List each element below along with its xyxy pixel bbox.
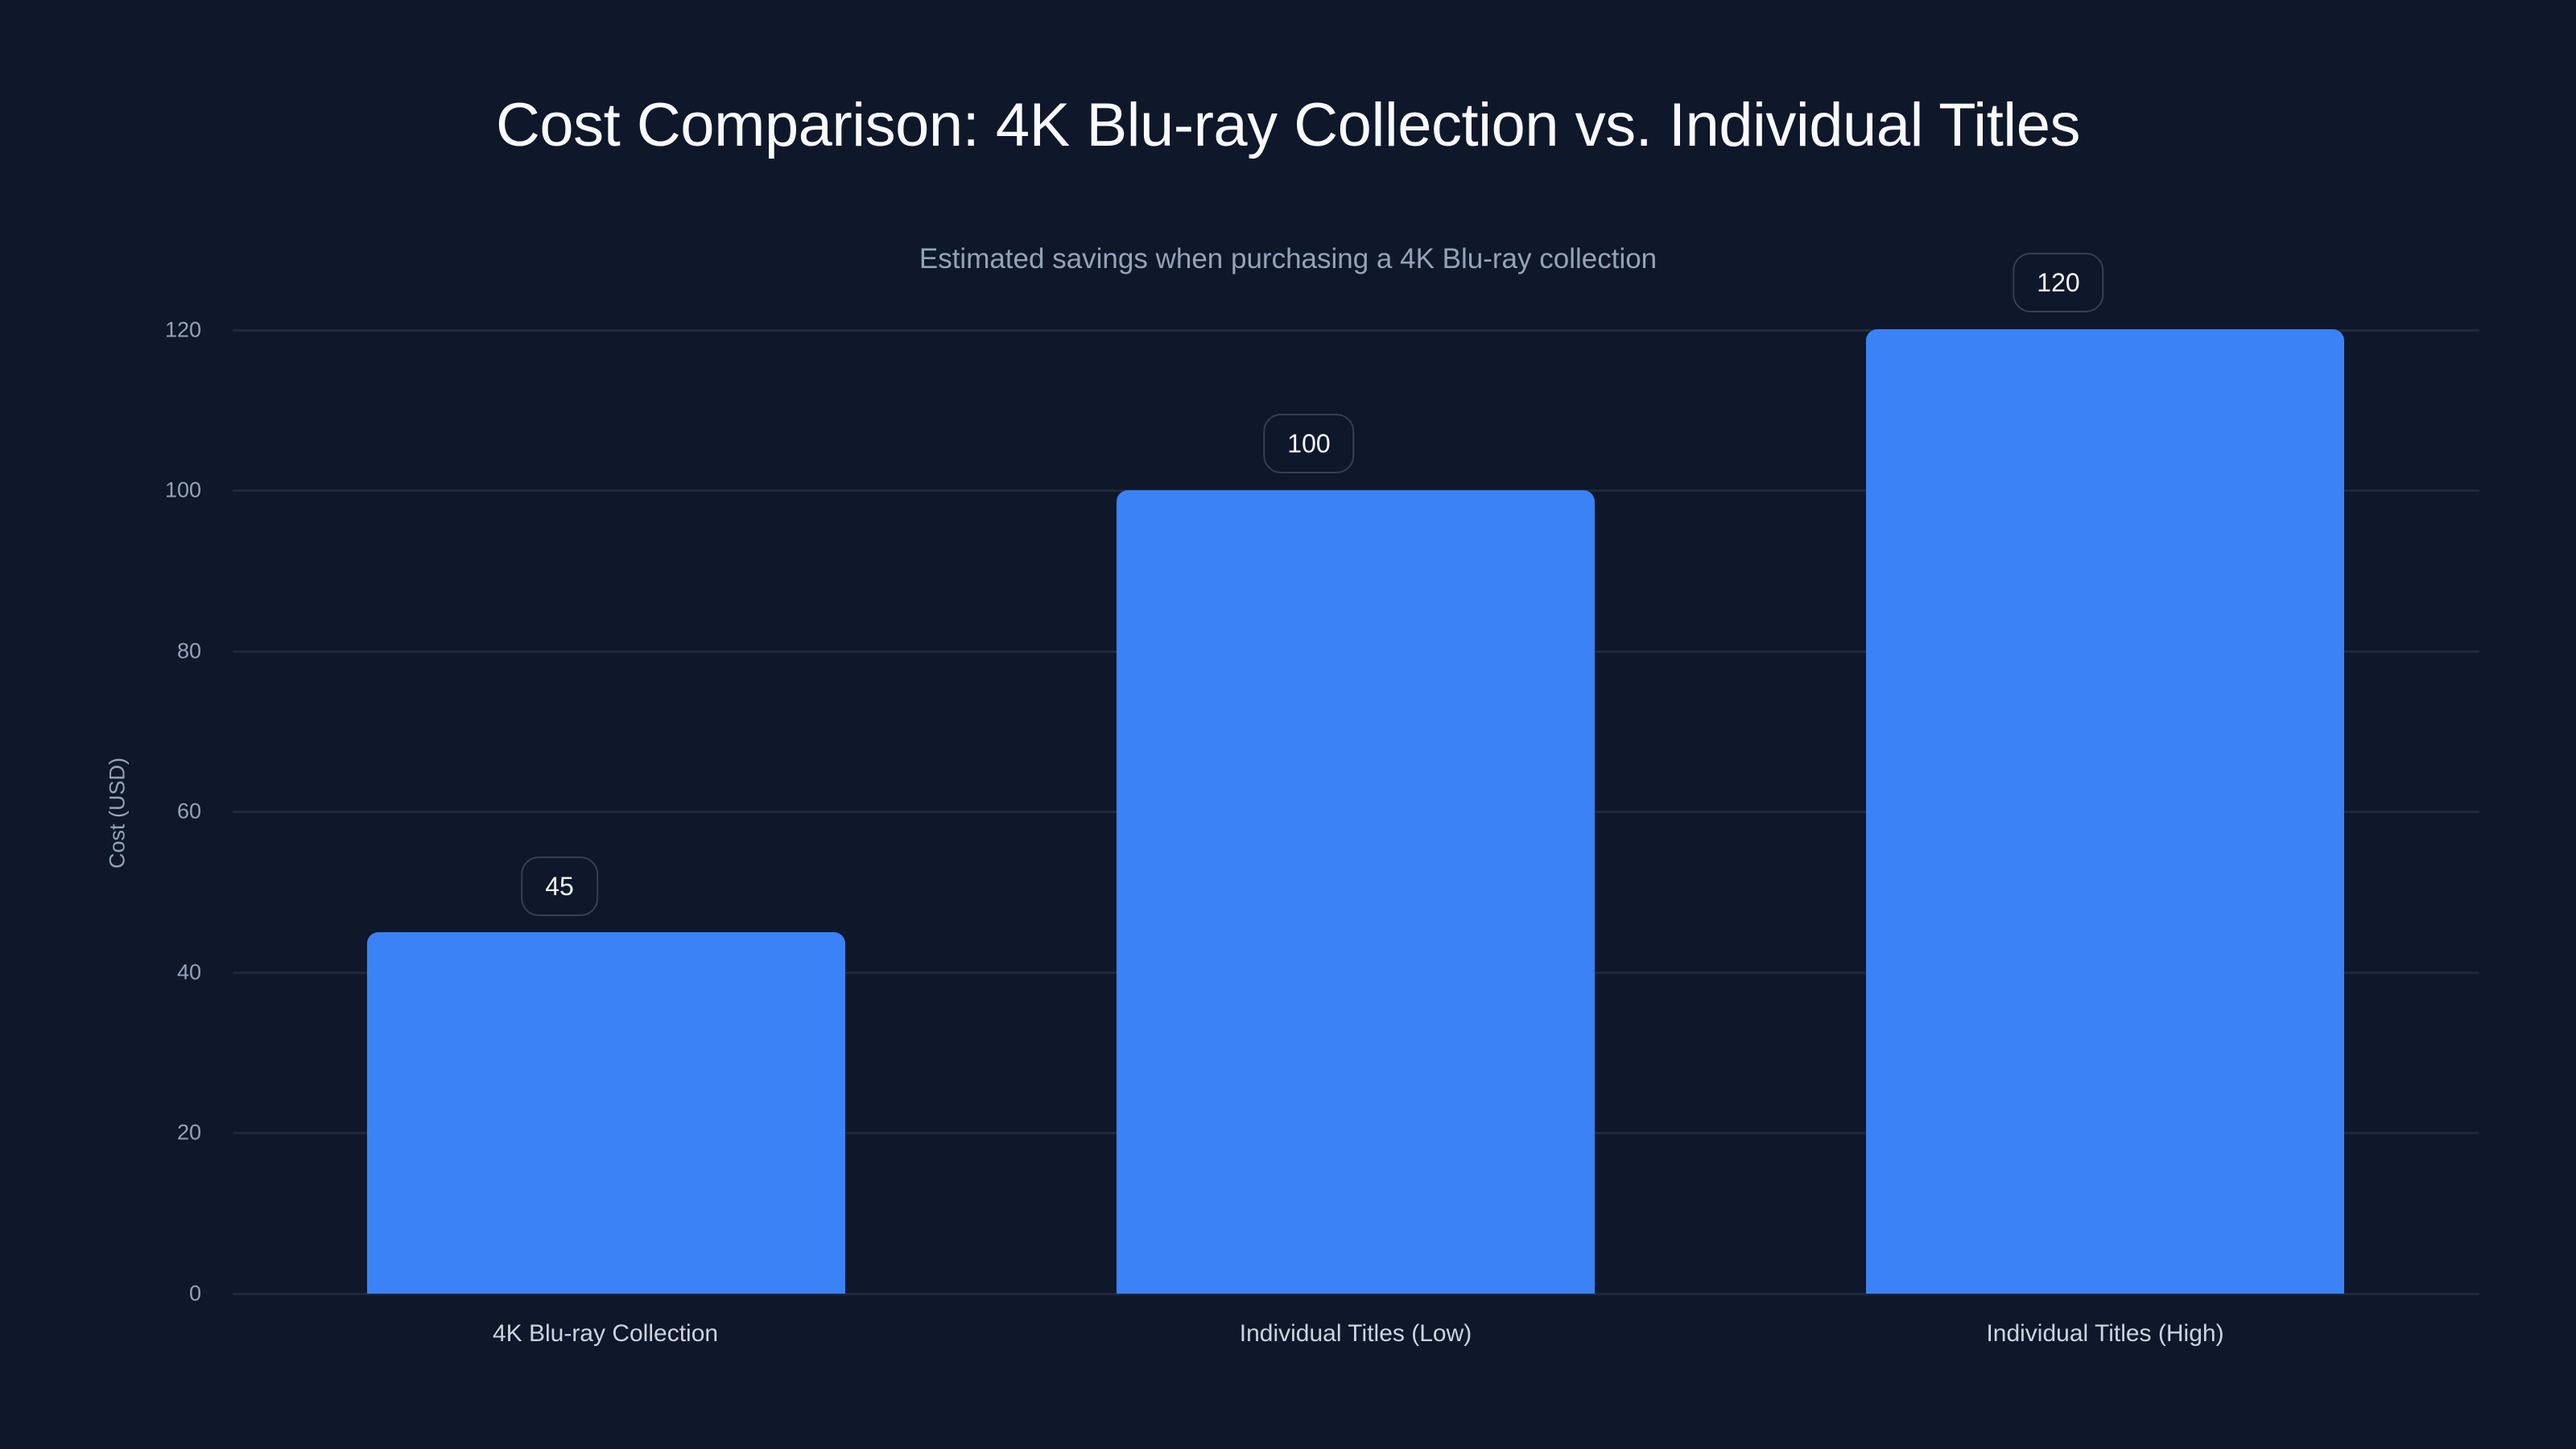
plot-area: 0 20 40 60 80 100 120 45 100 120 xyxy=(165,253,2479,1306)
x-tick-label: 4K Blu-ray Collection xyxy=(492,1320,719,1347)
x-tick-label: Individual Titles (High) xyxy=(1986,1320,2224,1347)
y-tick-label: 100 xyxy=(164,477,201,502)
chart-title: Cost Comparison: 4K Blu-ray Collection v… xyxy=(496,91,2080,159)
gridline-120 xyxy=(233,329,2479,332)
value-label: 120 xyxy=(2013,253,2104,312)
value-label: 100 xyxy=(1263,414,1355,473)
y-tick-label: 120 xyxy=(164,317,201,342)
x-tick-label: Individual Titles (Low) xyxy=(1239,1320,1472,1347)
y-tick-label: 0 xyxy=(188,1281,201,1306)
value-label: 45 xyxy=(521,857,598,916)
y-tick-label: 40 xyxy=(176,960,201,985)
gridline-0 xyxy=(233,1293,2479,1295)
y-tick-label: 20 xyxy=(176,1120,201,1145)
bar-4k-collection[interactable] xyxy=(367,932,845,1294)
y-tick-label: 80 xyxy=(176,638,201,663)
bar-individual-high[interactable] xyxy=(1866,329,2344,1294)
bar-individual-low[interactable] xyxy=(1117,490,1595,1294)
chart-subtitle: Estimated savings when purchasing a 4K B… xyxy=(919,243,1657,275)
y-tick-label: 60 xyxy=(176,799,201,824)
